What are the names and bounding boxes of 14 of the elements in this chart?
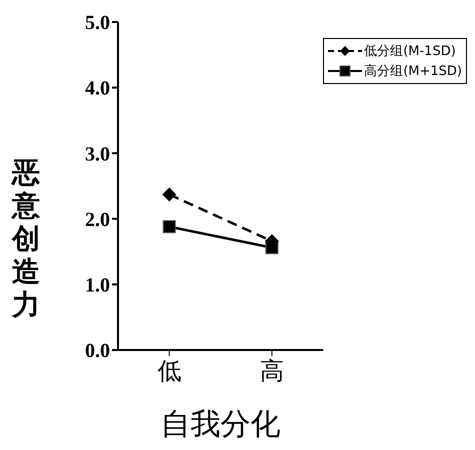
y-tick-label: 2.0	[85, 208, 110, 231]
x-tick-label: 低	[157, 357, 182, 386]
y-axis-title: 恶意创造力	[12, 156, 41, 321]
y-tick-label: 1.0	[85, 274, 110, 296]
legend-label: 低分组(M-1SD)	[364, 43, 456, 60]
x-tick-label: 高	[260, 357, 284, 386]
point	[162, 188, 176, 202]
y-tick-label: 4.0	[85, 78, 110, 100]
y-tick-label: 5.0	[85, 12, 110, 34]
point	[162, 220, 176, 234]
legend-label: 高分组(M+1SD)	[364, 63, 462, 80]
x-axis-title: 自我分化	[160, 407, 281, 442]
y-tick-label: 3.0	[85, 143, 110, 166]
y-tick-label: 0.0	[85, 340, 110, 362]
